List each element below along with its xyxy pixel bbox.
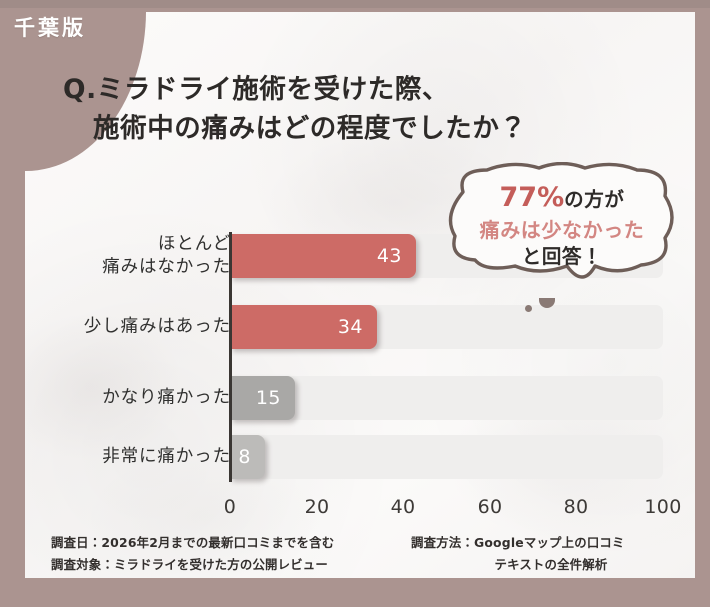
callout-percent: 77% (499, 182, 565, 213)
bar-value-2: 15 (230, 376, 295, 420)
callout-line-1: 77%の方が (443, 180, 681, 217)
footer-survey-date: 調査日：2026年2月までの最新口コミまでを含む (51, 535, 335, 550)
callout-line-2: 痛みは少なかった (479, 217, 645, 242)
callout-bubble-text: 77%の方が 痛みは少なかった と回答！ (443, 180, 681, 270)
bar-value-0: 43 (230, 234, 416, 278)
y-axis-line (229, 232, 232, 482)
footer-left: 調査日：2026年2月までの最新口コミまでを含む 調査対象：ミラドライを受けた方… (51, 532, 407, 575)
footer-survey-target: 調査対象：ミラドライを受けた方の公開レビュー (51, 556, 328, 572)
x-tick-80: 80 (563, 496, 589, 518)
x-tick-20: 20 (304, 496, 330, 518)
bar-track (230, 376, 663, 420)
bubble-residue-dot (525, 305, 532, 312)
chart-row: 34 少し痛みはあった (25, 305, 695, 349)
category-label-3: 非常に痛かった (102, 446, 231, 467)
callout-line-3: と回答！ (521, 244, 603, 268)
x-tick-100: 100 (644, 496, 682, 518)
footer-survey-method-line2: テキストの全件解析 (494, 556, 608, 572)
category-label-0-line1: ほとんど (157, 233, 231, 254)
title-line-1: Q.ミラドライ施術を受けた際、 (63, 74, 450, 105)
x-axis: 0 20 40 60 80 100 (25, 496, 695, 522)
title-line-2: 施術中の痛みはどの程度でしたか？ (93, 113, 527, 145)
bar-track (230, 435, 663, 479)
chart-row: 15 かなり痛かった (25, 376, 695, 420)
callout-line-1-rest: の方が (564, 188, 625, 211)
footer-notes: 調査日：2026年2月までの最新口コミまでを含む 調査対象：ミラドライを受けた方… (25, 532, 695, 575)
region-badge: 千葉版 (14, 16, 86, 40)
footer-right: 調査方法：Googleマップ上の口コミ テキストの全件解析 (407, 532, 673, 575)
bar-value-3: 8 (230, 435, 265, 479)
category-label-1: 少し痛みはあった (83, 316, 231, 337)
x-tick-40: 40 (390, 496, 416, 518)
bubble-residue-arc (539, 298, 555, 308)
page-title: Q.ミラドライ施術を受けた際、 施術中の痛みはどの程度でしたか？ (63, 70, 673, 148)
bar-label-1: 34 (337, 316, 363, 338)
bar-label-3: 8 (238, 446, 251, 468)
bar-label-0: 43 (376, 245, 402, 267)
footer-survey-method-line1: 調査方法：Googleマップ上の口コミ (411, 535, 625, 550)
content-card: Q.ミラドライ施術を受けた際、 施術中の痛みはどの程度でしたか？ 43 ほとんど… (25, 12, 695, 578)
bar-value-1: 34 (230, 305, 377, 349)
bar-label-2: 15 (255, 387, 281, 409)
x-tick-0: 0 (223, 496, 237, 518)
callout-bubble: 77%の方が 痛みは少なかった と回答！ (443, 162, 681, 290)
callout-bubble-shape (448, 162, 674, 279)
x-tick-60: 60 (477, 496, 503, 518)
chart-row: 8 非常に痛かった (25, 435, 695, 479)
frame-top-shade (0, 0, 710, 8)
category-label-2: かなり痛かった (102, 387, 231, 408)
category-label-0-line2: 痛みはなかった (102, 257, 231, 277)
category-label-0: ほとんど 痛みはなかった (102, 233, 231, 279)
